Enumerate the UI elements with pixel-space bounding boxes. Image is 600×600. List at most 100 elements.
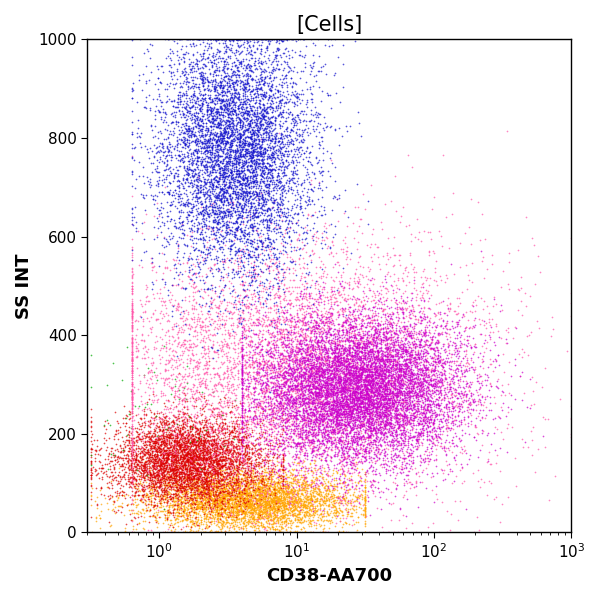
Point <box>257 483 267 493</box>
Point <box>152 457 162 466</box>
Point <box>183 461 193 470</box>
Point <box>232 479 241 489</box>
Point <box>234 444 244 454</box>
Point <box>349 306 359 316</box>
Point <box>231 449 241 459</box>
Point <box>454 421 463 430</box>
Point <box>266 352 275 361</box>
Point <box>176 309 185 319</box>
Point <box>364 370 374 380</box>
Point <box>182 482 191 491</box>
Point <box>173 98 182 107</box>
Point <box>248 501 257 511</box>
Point <box>260 47 269 57</box>
Point <box>390 420 400 430</box>
Point <box>135 376 145 386</box>
Point <box>319 166 328 176</box>
Point <box>407 379 416 389</box>
Point <box>352 481 361 490</box>
Point <box>228 266 238 275</box>
Point <box>248 93 257 103</box>
Point <box>213 45 223 55</box>
Point <box>221 71 231 81</box>
Point <box>190 431 199 441</box>
Point <box>362 409 372 419</box>
Point <box>230 131 239 140</box>
Point <box>200 130 210 140</box>
Point <box>275 477 285 487</box>
Point <box>400 362 410 371</box>
Point <box>311 383 321 393</box>
Point <box>305 354 314 364</box>
Point <box>304 388 313 397</box>
Point <box>229 440 238 449</box>
Point <box>311 472 320 482</box>
Point <box>199 464 208 474</box>
Point <box>295 401 305 411</box>
Point <box>140 335 149 345</box>
Point <box>222 104 232 114</box>
Point <box>340 382 349 392</box>
Point <box>360 382 370 391</box>
Point <box>345 504 355 514</box>
Point <box>347 388 357 397</box>
Point <box>308 442 318 451</box>
Point <box>406 364 416 373</box>
Point <box>215 203 224 212</box>
Point <box>346 416 355 425</box>
Point <box>308 418 318 427</box>
Point <box>356 434 365 444</box>
Point <box>248 476 257 485</box>
Point <box>221 178 230 187</box>
Point <box>363 424 373 434</box>
Point <box>358 334 367 343</box>
Point <box>254 449 264 458</box>
Point <box>416 369 425 379</box>
Point <box>318 445 328 455</box>
Point <box>127 360 137 370</box>
Point <box>376 419 386 429</box>
Point <box>358 386 367 395</box>
Point <box>182 421 192 430</box>
Point <box>284 217 293 226</box>
Point <box>371 366 380 376</box>
Point <box>312 406 322 416</box>
Point <box>418 424 428 433</box>
Point <box>484 330 494 340</box>
Point <box>334 411 343 421</box>
Point <box>220 449 230 458</box>
Point <box>205 476 214 486</box>
Point <box>295 509 304 519</box>
Point <box>373 362 382 372</box>
Point <box>262 478 271 487</box>
Point <box>383 311 393 321</box>
Point <box>237 161 247 170</box>
Point <box>233 94 243 104</box>
Point <box>353 357 362 367</box>
Point <box>341 333 350 343</box>
Point <box>239 485 249 494</box>
Point <box>322 388 332 397</box>
Point <box>332 433 342 442</box>
Point <box>326 338 336 348</box>
Point <box>329 304 338 314</box>
Point <box>216 505 226 514</box>
Point <box>303 371 313 380</box>
Point <box>217 500 226 510</box>
Point <box>377 410 387 420</box>
Point <box>366 180 376 190</box>
Point <box>181 313 190 323</box>
Point <box>404 351 414 361</box>
Point <box>196 463 206 472</box>
Point <box>433 400 443 409</box>
Point <box>247 149 257 159</box>
Point <box>179 340 189 349</box>
Point <box>379 459 388 469</box>
Point <box>237 203 247 213</box>
Point <box>237 362 247 372</box>
Point <box>351 352 361 361</box>
Point <box>263 350 273 359</box>
Point <box>163 211 172 221</box>
Point <box>251 375 261 385</box>
Point <box>386 332 395 342</box>
